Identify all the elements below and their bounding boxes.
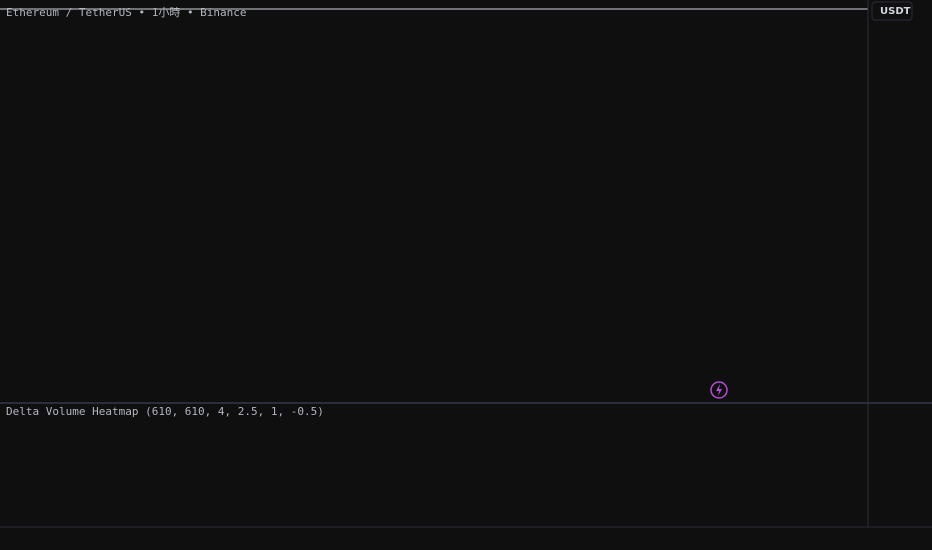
indicator-title: Delta Volume Heatmap (610, 610, 4, 2.5, … bbox=[6, 405, 324, 418]
alert-bolt bbox=[716, 384, 722, 396]
currency-box[interactable] bbox=[871, 1, 913, 21]
currency[interactable]: USDT bbox=[880, 6, 911, 17]
chart-title: Ethereum / TetherUS • 1小時 • Binance bbox=[6, 6, 247, 19]
alert-icon[interactable] bbox=[710, 381, 728, 399]
